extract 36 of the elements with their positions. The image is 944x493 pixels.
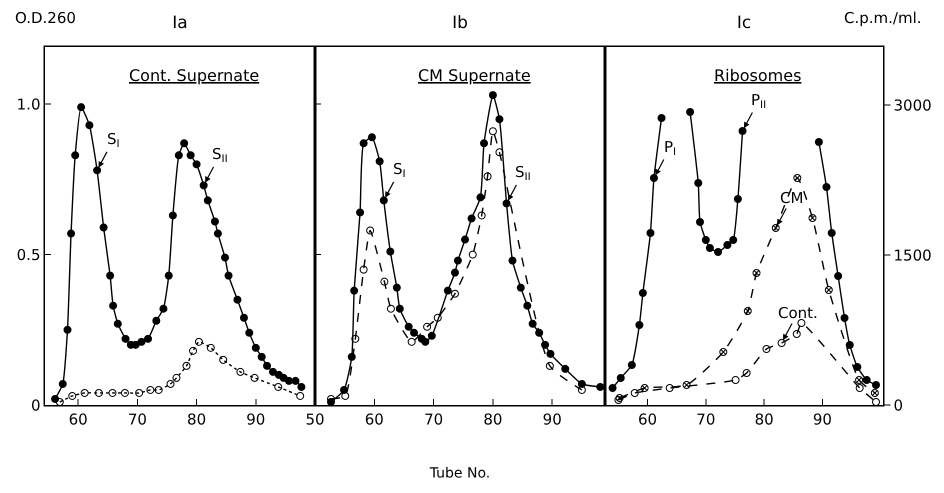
x-tick-label: 60 [638,410,658,428]
x-tick-label: 70 [424,410,444,428]
x-tick-label: 80 [754,410,774,428]
x-tick-label: 90 [246,410,266,428]
x-tick-label: 60 [68,410,88,428]
annotation: P$_{II}$ [751,91,766,112]
annotation: P$_{I}$ [664,138,676,158]
chart-title: Ic [736,12,752,33]
annotation: S$_{II}$ [515,163,531,184]
text: Ribosomes [714,66,802,85]
x-tick-label: 70 [128,410,147,428]
y-tick-label: 0.5 [16,246,40,264]
annotation: S$_{I}$ [393,160,406,180]
y-axis-title: O.D.260 [15,9,76,27]
annotation: S$_{I}$ [107,130,120,150]
chart-title: Ib [452,12,468,33]
x-tick-label: 90 [812,410,832,428]
annotation: S$_{II}$ [212,145,228,166]
x-axis-title: Tube No. [428,466,490,482]
y-axis-title: C.p.m./ml. [844,9,922,27]
y-tick-label: 1.0 [16,95,40,114]
text: Cont. Supernate [129,66,260,85]
y-tick-label: 0 [30,396,40,414]
text: CM Supernate [418,66,531,85]
x-tick-label: 80 [483,410,502,428]
x-tick-label: 50 [305,410,325,428]
x-tick-label: 70 [696,410,716,428]
y-tick-label: 3000 [894,96,932,114]
x-tick-label: 80 [187,410,206,428]
annotation: Cont. [778,304,818,322]
x-tick-label: 60 [364,410,384,428]
chart-title: Ia [172,12,188,33]
y-tick-label: 0 [894,396,904,414]
annotation: CM [780,189,804,207]
y-tick-label: 1500 [894,246,932,264]
x-tick-label: 90 [542,410,562,428]
